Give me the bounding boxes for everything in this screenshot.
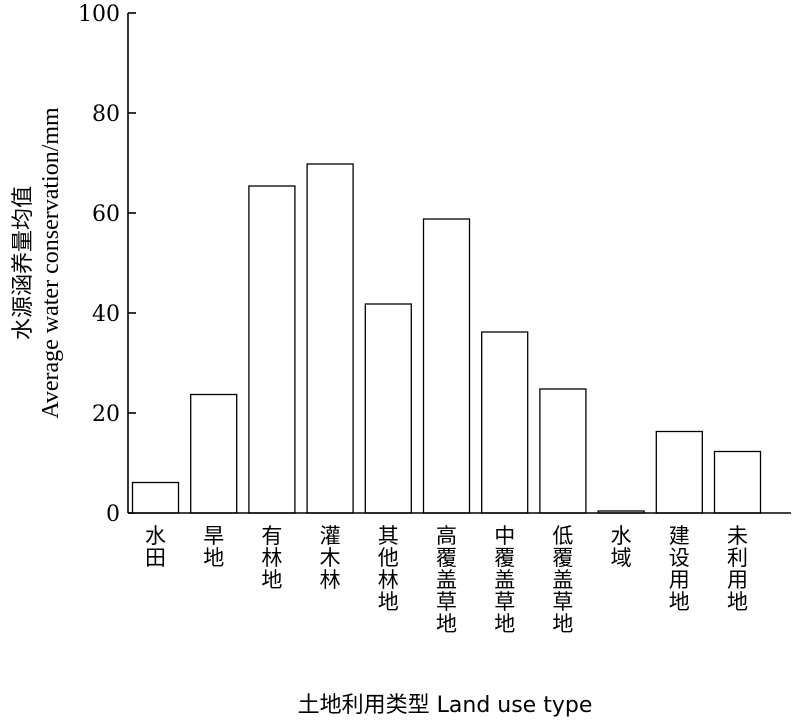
- bar: [190, 393, 238, 514]
- bar: [248, 185, 296, 514]
- bar: [306, 163, 354, 514]
- x-tick-label: 高覆盖草地: [436, 524, 457, 636]
- y-axis-ticks: 0 20 40 60 80 100: [78, 2, 136, 527]
- bar: [364, 303, 412, 514]
- y-axis-title-cn: 水源涵养量均值: [11, 186, 36, 340]
- bars: [131, 163, 762, 514]
- x-tick-label: 灌木林: [320, 524, 341, 592]
- bar: [655, 430, 703, 514]
- y-tick-label: 60: [92, 202, 120, 227]
- x-tick-label: 旱地: [203, 524, 224, 570]
- y-axis-title-en: Average water conservation/mm: [38, 107, 64, 419]
- y-tick-label: 100: [78, 2, 120, 27]
- y-tick-label: 20: [92, 402, 120, 427]
- x-tick-label: 有林地: [261, 524, 282, 592]
- x-tick-label: 中覆盖草地: [494, 524, 515, 636]
- x-tick-label: 水域: [611, 524, 632, 570]
- x-axis-title: 土地利用类型 Land use type: [298, 693, 593, 718]
- bar: [539, 388, 587, 514]
- x-tick-label: 其他林地: [378, 524, 399, 614]
- x-tick-label: 水田: [145, 524, 166, 570]
- bar: [422, 218, 471, 514]
- x-tick-label: 未利用地: [727, 524, 748, 614]
- bar: [713, 450, 762, 514]
- y-tick-label: 0: [106, 502, 120, 527]
- x-tick-label: 低覆盖草地: [552, 524, 573, 636]
- bar: [131, 481, 180, 514]
- y-tick-label: 40: [92, 302, 120, 327]
- x-tick-label: 建设用地: [669, 524, 690, 614]
- bar: [481, 331, 529, 514]
- y-tick-label: 80: [92, 102, 120, 127]
